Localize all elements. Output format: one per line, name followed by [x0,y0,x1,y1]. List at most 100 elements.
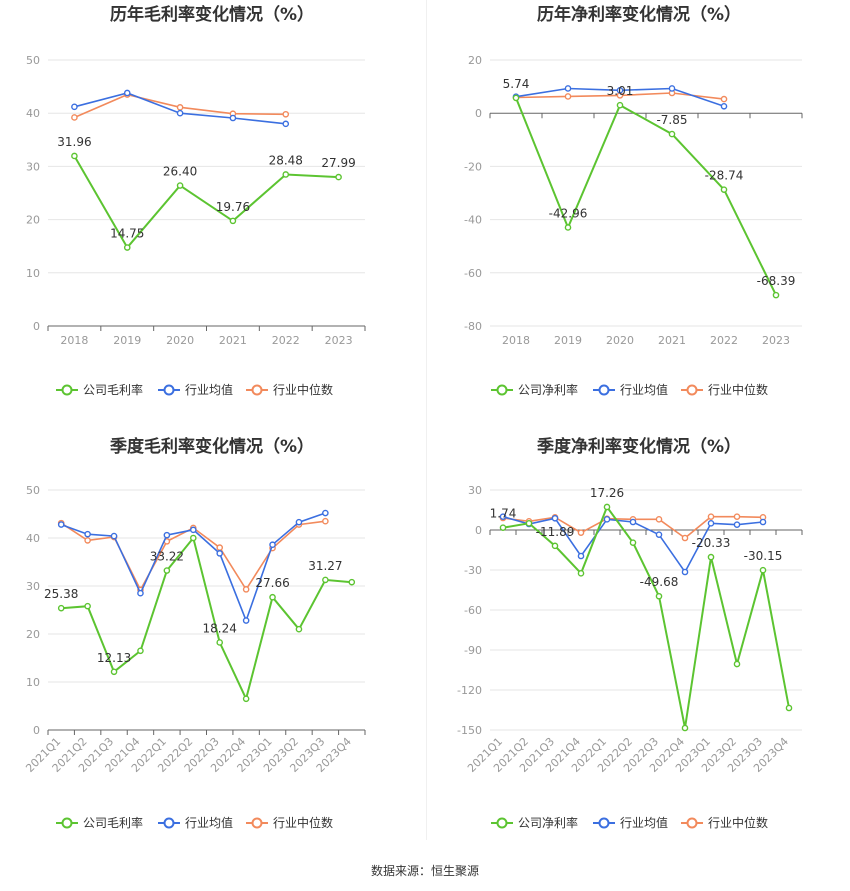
legend-marker-avg [163,817,175,829]
data-point-company [84,602,91,610]
data-label: 31.96 [57,135,91,149]
data-label: 25.38 [44,587,78,601]
data-point-median [71,114,78,121]
data-point-avg [629,518,637,526]
data-point-company [322,576,329,584]
data-point-company [759,566,767,574]
chart-title: 季度净利率变化情况（%） [537,436,741,457]
y-tick-label: 20 [468,54,482,67]
legend-marker-median [686,817,698,829]
data-point-median [564,93,572,100]
y-tick-label: -40 [464,214,482,227]
data-point-avg [84,530,91,538]
data-point-company [603,503,611,511]
data-point-avg [733,521,741,528]
data-point-avg [707,520,715,527]
data-point-avg [229,114,237,122]
data-point-company [681,724,689,732]
data-label: -20.33 [692,536,731,550]
data-point-avg [137,589,144,597]
x-tick-label: 2018 [60,334,88,347]
y-tick-label: -90 [464,644,482,657]
annual-gross-margin-svg: 历年毛利率变化情况（%） 0 10 20 30 40 50 2018 2019 2020 2021… [26,4,366,397]
chart-title: 历年净利率变化情况（%） [537,4,741,25]
data-point-company [282,171,290,178]
data-label: 5.74 [503,77,530,91]
x-tick-label: 2023 [325,334,353,347]
y-tick-label: 50 [26,484,40,497]
data-label: 27.66 [255,576,289,590]
data-label: 1.74 [490,507,517,521]
data-label: 33.22 [150,550,184,564]
x-tick-label: 2019 [554,334,582,347]
y-tick-label: 0 [475,107,482,120]
legend-label-avg: 行业均值 [620,815,668,830]
data-point-company [216,639,224,646]
data-point-company [707,553,715,561]
data-point-company [137,647,144,655]
data-point-company [629,539,637,546]
legend-label-median: 行业中位数 [273,815,333,830]
data-label: 14.75 [110,227,144,241]
data-point-avg [681,568,689,576]
data-point-company [189,534,197,542]
y-tick-label: -150 [457,724,482,737]
annual-net-margin-chart: 历年净利率变化情况（%） -80 -60 -40 -20 0 20 2018 2019 2020… [427,0,850,420]
y-tick-label: -120 [457,684,482,697]
x-tick-label: 2022 [710,334,738,347]
data-point-avg [322,509,329,517]
x-tick-label: 2019 [113,334,141,347]
data-point-median [720,95,728,103]
data-point-avg [269,541,276,549]
legend-label-company: 公司毛利率 [83,815,143,830]
legend-marker-median [251,817,263,829]
annual-net-margin-svg: 历年净利率变化情况（%） -80 -60 -40 -20 0 20 2018 2019 2020… [464,4,803,397]
data-point-median [733,513,741,520]
data-label: -49.68 [640,575,679,589]
legend-label-company: 公司净利率 [518,382,578,397]
data-point-company [123,244,131,251]
data-point-company [733,660,741,668]
legend-label-median: 行业中位数 [708,382,768,397]
y-tick-label: 0 [475,524,482,537]
y-tick-label: 20 [26,628,40,641]
quarterly-net-margin-chart: 季度净利率变化情况（%） -150 -120 -90 -60 -30 0 30 2021Q1 2… [427,430,850,850]
data-point-company [295,625,303,633]
data-point-avg [163,531,171,539]
data-point-avg [603,516,611,523]
data-point-avg [123,89,131,97]
data-label: 12.13 [97,651,131,665]
legend-marker-company [496,384,508,396]
x-tick-label: 2022 [272,334,300,347]
chart-title: 历年毛利率变化情况（%） [110,4,314,25]
data-point-company [242,695,250,703]
y-tick-label: -60 [464,604,482,617]
data-point-company [564,224,572,231]
x-tick-label: 2020 [166,334,194,347]
quarterly-net-margin-svg: 季度净利率变化情况（%） -150-120-90-60-300302021Q12… [457,436,803,830]
data-point-company [163,567,171,574]
data-point-avg [71,103,78,111]
legend-label-company: 公司毛利率 [83,382,143,397]
series-line-company [61,535,352,702]
y-tick-label: 0 [33,724,40,737]
data-point-avg [295,518,303,526]
data-point-median [282,110,290,118]
legend-marker-avg [163,384,175,396]
data-point-median [707,513,715,520]
data-point-company [785,704,793,712]
data-label: 27.99 [321,156,355,170]
data-point-avg [176,109,184,117]
data-label: -11.89 [536,525,575,539]
legend-label-avg: 行业均值 [185,815,233,830]
data-point-avg [282,120,290,128]
legend-marker-avg [598,817,610,829]
y-tick-label: 40 [26,532,40,545]
data-point-median [655,516,663,523]
legend-marker-avg [598,384,610,396]
data-source-note: 数据来源：恒生聚源 [370,864,479,878]
legend-label-median: 行业中位数 [708,815,768,830]
panel-separator [426,0,427,840]
y-tick-label: -20 [464,160,482,173]
data-label: 18.24 [203,621,237,635]
